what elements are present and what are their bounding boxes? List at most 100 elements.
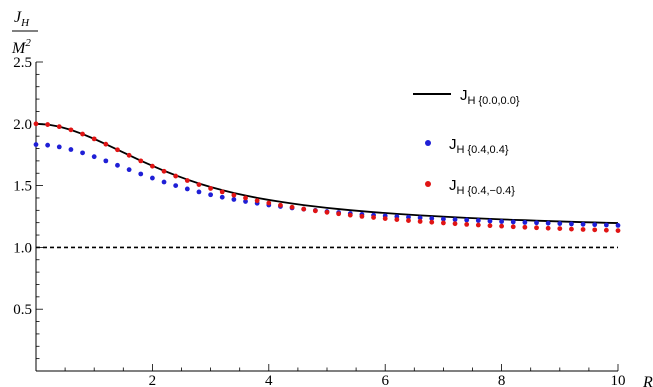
series-2-point — [534, 225, 539, 231]
series-1-point — [417, 215, 423, 221]
series-2-point — [522, 224, 528, 230]
series-2-point — [487, 223, 493, 229]
series-1-point — [173, 183, 179, 189]
y-axis-title-num-main: J — [14, 9, 22, 26]
legend-label-main: J — [449, 136, 457, 153]
series-1-point — [243, 199, 248, 204]
series-2-point — [580, 227, 586, 232]
series-2-point — [103, 141, 109, 147]
series-1-point — [534, 220, 539, 226]
series-1-point — [80, 150, 85, 156]
series-1-point — [219, 194, 225, 200]
series-2-point — [184, 178, 190, 183]
legend-item-series-1: JH {0.4,0.4} — [425, 136, 509, 156]
series-1-point — [161, 179, 167, 185]
series-1-point — [487, 218, 493, 224]
series-2-point — [231, 192, 237, 198]
series-2-point — [278, 202, 283, 208]
series-2-point — [394, 217, 400, 222]
series-1-point — [91, 154, 97, 160]
series-2-point — [243, 195, 248, 201]
series-1-point — [441, 216, 446, 222]
series-2-point — [615, 228, 621, 233]
series-2-point — [347, 212, 353, 218]
legend-label-sub: H {0.4,0.4} — [457, 144, 509, 156]
series-2-point — [91, 136, 97, 142]
series-2-point — [510, 224, 516, 230]
series-1-point — [603, 222, 609, 228]
legend-item-series-0: JH {0.0,0.0} — [413, 87, 520, 107]
series-1-point — [580, 221, 586, 227]
legend: JH {0.0,0.0} JH {0.4,0.4} JH {0.4,−0.4} — [413, 87, 520, 197]
series-2-point — [557, 226, 563, 232]
series-1-point — [545, 220, 551, 226]
y-axis-title-den-sup: 2 — [25, 37, 31, 49]
series-2-point — [161, 168, 167, 174]
series-2-point — [266, 200, 272, 206]
series-2-point — [150, 163, 155, 169]
series-1-point — [429, 216, 435, 221]
series-1-point — [615, 223, 621, 228]
series-1-point — [231, 197, 237, 202]
series-2-point — [441, 220, 446, 226]
y-axis-title-numerator: JH — [14, 9, 30, 29]
series-1-point — [510, 219, 516, 225]
legend-swatch-dot — [425, 181, 431, 187]
series-2-point — [289, 204, 295, 210]
series-2-point — [68, 127, 74, 133]
series-2-point — [173, 173, 179, 179]
series-0-line — [35, 122, 619, 224]
x-tick-label: 6 — [381, 373, 389, 387]
series-2-point — [603, 227, 609, 233]
legend-item-series-2: JH {0.4,−0.4} — [425, 177, 515, 197]
legend-label: JH {0.4,0.4} — [449, 136, 509, 156]
series-2-point — [592, 227, 598, 233]
series-2-point — [312, 208, 318, 214]
series-2-point — [115, 147, 120, 153]
series-1-point — [522, 220, 528, 225]
series-2-point — [429, 219, 435, 225]
series-2-point — [406, 218, 411, 223]
series-2-point — [219, 189, 225, 195]
series-1-point — [569, 221, 574, 227]
series-2-point — [499, 223, 504, 229]
series-2-point — [475, 222, 481, 228]
legend-label-main: J — [460, 87, 468, 104]
plot-area: 0.5 1.0 1.5 2.0 2.5 2 4 6 8 10 — [13, 55, 625, 387]
y-tick-label: 1.0 — [13, 240, 32, 256]
series-2-point — [371, 215, 376, 220]
y-axis-title-denominator: M2 — [11, 37, 31, 57]
series-2-point — [569, 226, 574, 232]
y-tick-label: 0.5 — [13, 302, 32, 318]
series-1-point — [115, 162, 120, 168]
x-tick-label: 2 — [149, 373, 157, 387]
series-1-point — [126, 167, 132, 173]
series-1-point — [464, 217, 470, 223]
series-1-point — [33, 142, 39, 147]
legend-label-sub: H {0.4,−0.4} — [457, 185, 516, 197]
series-1-point — [45, 142, 51, 148]
legend-label-sub: H {0.0,0.0} — [468, 95, 520, 107]
legend-swatch-dot — [425, 140, 431, 146]
y-axis-title-den-main: M — [11, 40, 27, 57]
series-1-point — [56, 144, 62, 150]
series-2-point — [80, 131, 85, 137]
y-tick-label: 2.0 — [13, 117, 32, 133]
series-1-point — [138, 171, 144, 177]
series-2-point — [33, 121, 39, 127]
legend-label: JH {0.4,−0.4} — [449, 177, 515, 197]
series-2-point — [382, 216, 388, 222]
series-2-point — [56, 124, 62, 130]
series-2-point — [336, 211, 342, 217]
y-tick-label: 2.5 — [13, 55, 32, 71]
x-axis-title: R — [642, 374, 653, 387]
legend-label: JH {0.0,0.0} — [460, 87, 520, 107]
series-2-point — [45, 122, 51, 127]
series-2-point — [452, 221, 458, 227]
series-2-point — [464, 222, 470, 227]
series-2-point — [417, 219, 423, 224]
series-1-point — [103, 158, 109, 164]
series-1-point — [68, 147, 74, 152]
series-1-point — [196, 189, 202, 195]
